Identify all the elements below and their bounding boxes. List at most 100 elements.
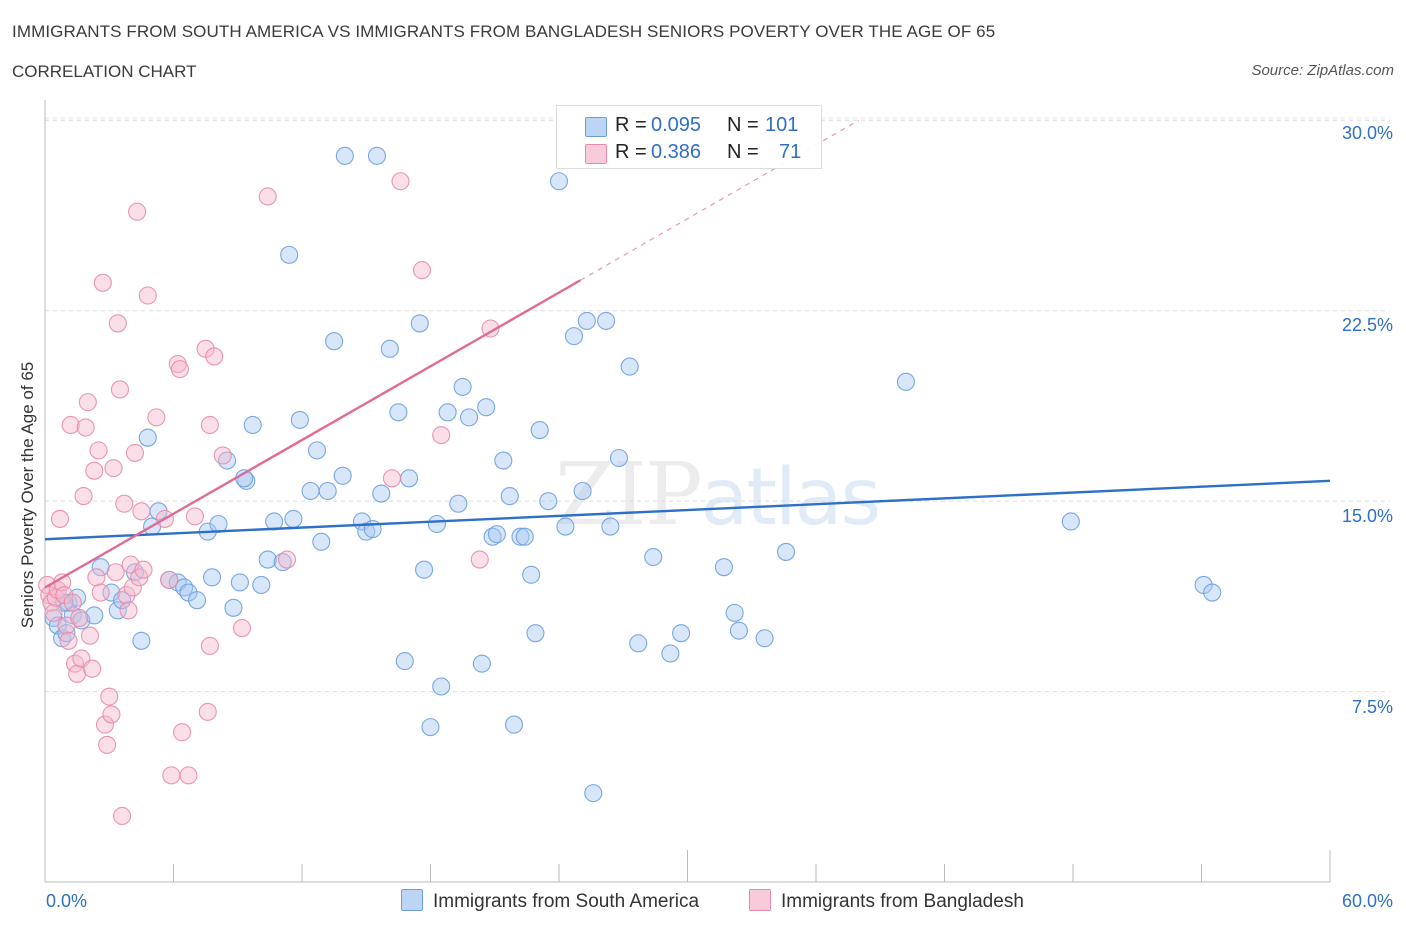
point-bangladesh	[391, 172, 410, 191]
point-south-america	[729, 621, 748, 640]
point-bangladesh	[59, 631, 78, 650]
chart-subtitle: CORRELATION CHART	[12, 62, 197, 81]
point-bangladesh	[147, 408, 166, 427]
point-bangladesh	[200, 636, 219, 655]
point-south-america	[188, 591, 207, 610]
point-south-america	[449, 494, 468, 513]
point-south-america	[252, 575, 271, 594]
point-south-america	[410, 314, 429, 333]
point-bangladesh	[123, 578, 142, 597]
chart-title: IMMIGRANTS FROM SOUTH AMERICA VS IMMIGRA…	[12, 22, 996, 41]
point-south-america	[609, 448, 629, 468]
point-south-america	[280, 245, 299, 264]
point-south-america	[672, 624, 691, 643]
legend-item-south-america[interactable]: Immigrants from South America	[401, 889, 699, 913]
point-south-america	[556, 517, 575, 536]
point-south-america	[102, 583, 121, 602]
point-bangladesh	[205, 347, 224, 366]
point-bangladesh	[179, 766, 198, 785]
point-south-america	[372, 484, 391, 503]
trend-line-extension	[580, 119, 860, 281]
n-label: N =	[727, 141, 759, 163]
legend-swatch	[585, 117, 607, 137]
point-south-america	[230, 573, 249, 592]
point-south-america	[539, 492, 558, 511]
point-bangladesh	[232, 619, 252, 638]
trend-line-bangladesh	[44, 279, 582, 589]
point-south-america	[389, 403, 408, 422]
point-south-america	[57, 624, 76, 643]
point-south-america	[203, 568, 222, 587]
point-south-america	[453, 377, 472, 396]
watermark-zip: ZIP	[555, 445, 703, 545]
source-label: Source: ZipAtlas.com	[1251, 62, 1394, 79]
legend-swatch	[749, 889, 771, 911]
point-south-america	[290, 410, 309, 429]
point-bangladesh	[108, 314, 127, 333]
point-south-america	[318, 481, 337, 501]
point-bangladesh	[87, 568, 106, 587]
legend-item-bangladesh[interactable]: Immigrants from Bangladesh	[749, 889, 1024, 913]
point-bangladesh	[200, 415, 219, 435]
point-south-america	[661, 644, 680, 663]
point-bangladesh	[277, 550, 297, 569]
point-bangladesh	[173, 723, 192, 742]
point-bangladesh	[382, 469, 402, 488]
point-bangladesh	[78, 393, 97, 412]
point-bangladesh	[80, 626, 100, 645]
point-bangladesh	[89, 441, 108, 460]
point-south-america	[432, 677, 451, 696]
point-bangladesh	[93, 273, 112, 292]
watermark-atlas: atlas	[700, 453, 881, 543]
point-south-america	[395, 652, 414, 671]
point-south-america	[487, 525, 506, 544]
point-south-america	[459, 408, 479, 427]
point-south-america	[85, 606, 104, 625]
point-bangladesh	[95, 715, 115, 734]
point-bangladesh	[412, 261, 431, 280]
point-south-america	[224, 598, 243, 617]
point-south-america	[1061, 512, 1080, 531]
y-tick-label: 15.0%	[1341, 506, 1393, 526]
point-south-america	[421, 718, 440, 737]
r-label: R =	[615, 141, 647, 163]
n-value: 101	[765, 114, 799, 136]
point-south-america	[629, 634, 648, 653]
point-south-america	[564, 327, 584, 346]
legend-swatch	[401, 889, 423, 911]
point-bangladesh	[432, 426, 451, 445]
point-south-america	[1203, 583, 1222, 602]
point-south-america	[333, 466, 352, 485]
point-bangladesh	[104, 459, 123, 478]
legend-swatch	[585, 144, 607, 164]
point-bangladesh	[185, 507, 204, 526]
point-south-america	[620, 357, 639, 376]
point-south-america	[108, 601, 127, 620]
point-bangladesh	[74, 487, 93, 506]
point-bangladesh	[117, 586, 136, 605]
point-bangladesh	[162, 766, 181, 785]
point-bangladesh	[213, 446, 232, 465]
point-south-america	[522, 565, 541, 584]
point-bangladesh	[83, 659, 102, 678]
point-south-america	[335, 146, 354, 165]
point-south-america	[755, 629, 774, 648]
point-bangladesh	[63, 593, 82, 612]
point-south-america	[530, 421, 549, 440]
point-south-america	[438, 403, 457, 422]
point-bangladesh	[85, 461, 104, 480]
point-bangladesh	[61, 415, 80, 435]
y-tick-label: 30.0%	[1341, 123, 1393, 143]
y-tick-label: 7.5%	[1351, 697, 1393, 717]
point-south-america	[132, 631, 151, 650]
point-south-america	[577, 311, 596, 330]
point-south-america	[573, 481, 592, 501]
r-value: 0.095	[651, 114, 702, 136]
point-bangladesh	[258, 187, 277, 206]
point-south-america	[284, 509, 303, 528]
r-label: R =	[615, 114, 647, 136]
point-south-america	[896, 372, 916, 391]
point-bangladesh	[76, 418, 95, 437]
point-south-america	[511, 527, 530, 546]
point-south-america	[549, 172, 569, 191]
